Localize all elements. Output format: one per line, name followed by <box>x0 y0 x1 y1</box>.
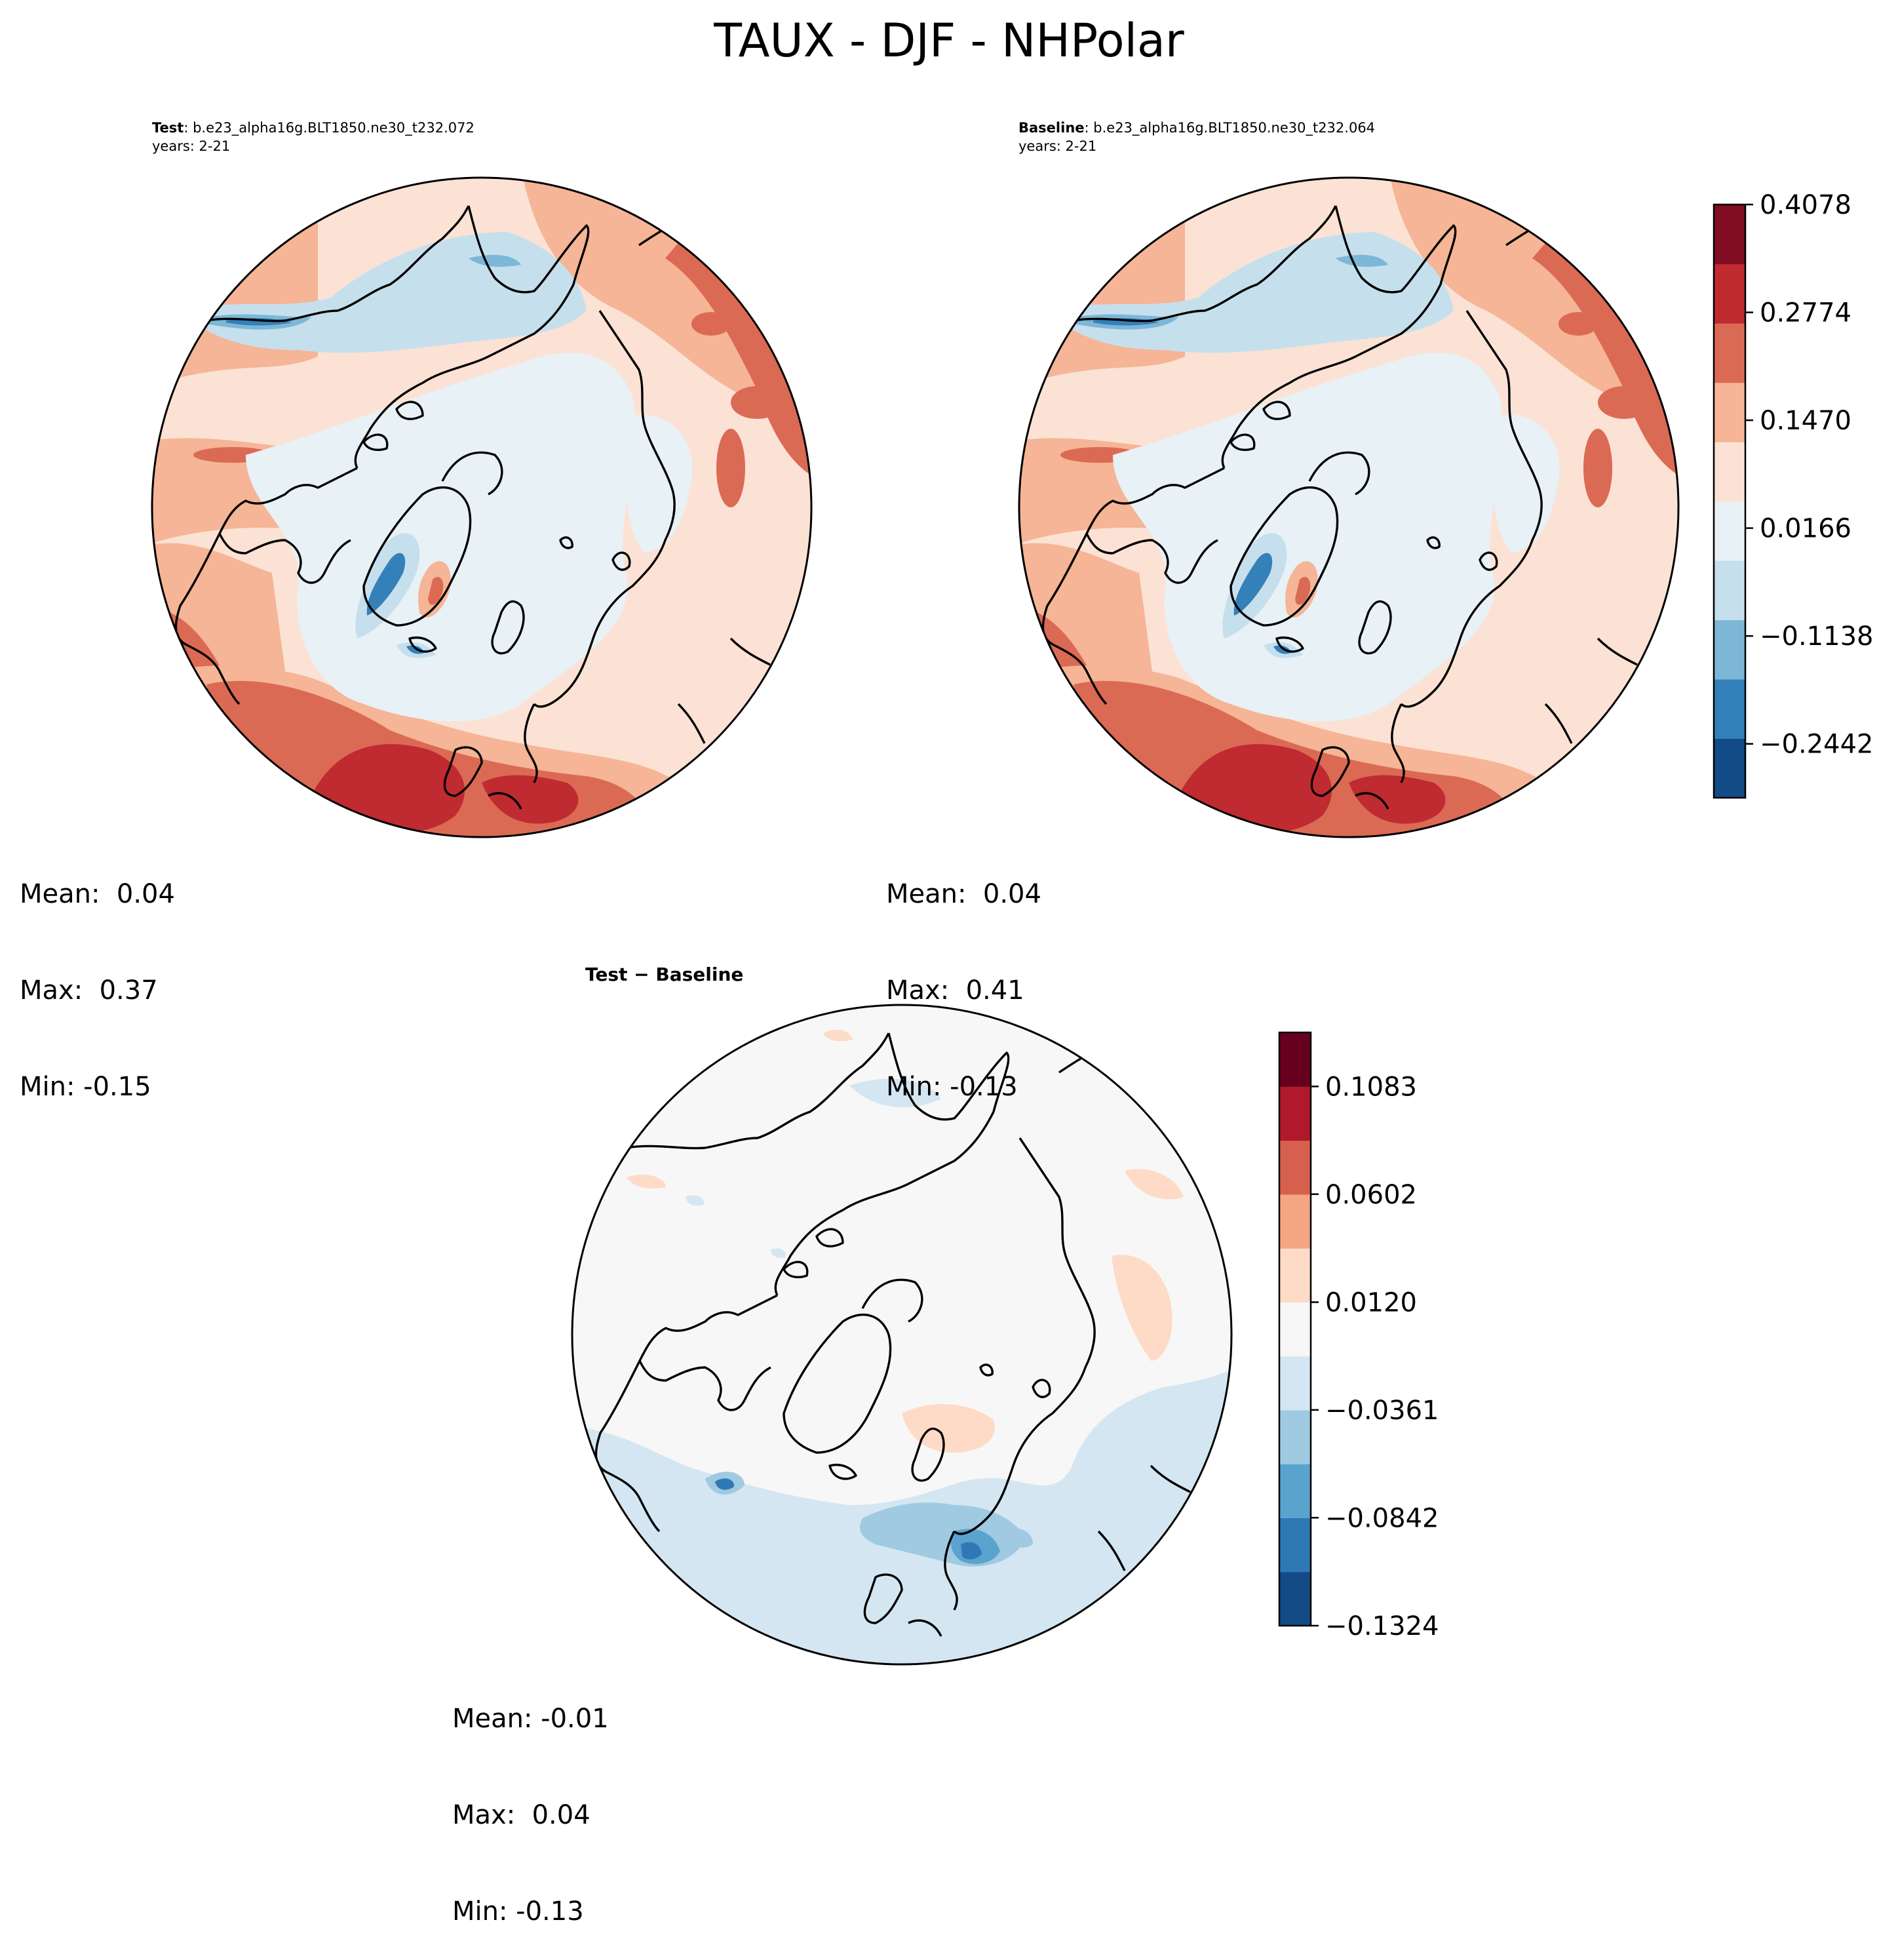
figure: TAUX - DJF - NHPolar −0.2442 −0.1138 0.016… <box>151 14 1873 1666</box>
diff-colorbar-segment <box>1279 1356 1311 1411</box>
baseline-label: Baseline <box>1018 120 1085 136</box>
main-colorbar-segment <box>1714 560 1745 621</box>
baseline-map <box>1018 176 1680 838</box>
test-case: : b.e23_alpha16g.BLT1850.ne30_t232.072 <box>184 120 474 136</box>
diff-mean: Mean: -0.01 <box>452 1704 609 1734</box>
main-colorbar-segment <box>1714 501 1745 561</box>
main-colorbar-tick-label: 0.2774 <box>1760 298 1851 328</box>
diff-colorbar-segment <box>1279 1248 1311 1303</box>
test-stats: Mean: 0.04 Max: 0.37 Min: -0.15 <box>20 814 175 1135</box>
baseline-years: years: 2-21 <box>1018 138 1097 154</box>
diff-colorbar-segment <box>1279 1086 1311 1141</box>
diff-max: Max: 0.04 <box>452 1800 591 1830</box>
baseline-min: Min: -0.13 <box>886 1072 1018 1102</box>
diff-colorbar-segment <box>1279 1518 1311 1573</box>
test-label: Test <box>152 120 184 136</box>
test-years: years: 2-21 <box>152 138 231 154</box>
diff-colorbar-segment <box>1279 1571 1311 1626</box>
baseline-map-boundary <box>1018 176 1680 838</box>
test-title: Test: b.e23_alpha16g.BLT1850.ne30_t232.0… <box>152 119 474 155</box>
baseline-mean: Mean: 0.04 <box>886 879 1041 909</box>
diff-colorbar-segment <box>1279 1032 1311 1087</box>
diff-map <box>571 1004 1233 1666</box>
main-colorbar-tick-label: 0.0166 <box>1760 514 1851 544</box>
diff-colorbar-segment <box>1279 1194 1311 1249</box>
main-colorbar-segment <box>1714 205 1745 265</box>
diff-colorbar-segment <box>1279 1140 1311 1195</box>
baseline-stats: Mean: 0.04 Max: 0.41 Min: -0.13 <box>886 814 1041 1135</box>
baseline-case: : b.e23_alpha16g.BLT1850.ne30_t232.064 <box>1084 120 1376 136</box>
diff-colorbar-segment <box>1279 1409 1311 1464</box>
test-map-boundary <box>151 176 813 838</box>
main-colorbar-segment <box>1714 382 1745 442</box>
figure-title: TAUX - DJF - NHPolar <box>714 14 1184 68</box>
main-colorbar-tick-label: 0.4078 <box>1760 190 1851 220</box>
diff-colorbar-tick-label: −0.1324 <box>1325 1611 1439 1641</box>
diff-colorbar-tick-label: −0.0361 <box>1325 1396 1439 1426</box>
diff-colorbar-frame <box>1278 1031 1312 1627</box>
diff-map-boundary <box>571 1004 1233 1666</box>
diff-colorbar-segment <box>1279 1302 1311 1357</box>
main-colorbar: −0.2442 −0.1138 0.0166 0.1470 0.2774 0.4078 <box>1713 190 1873 799</box>
diff-colorbar: −0.1324 −0.0842 −0.0361 0.0120 0.0602 0.1083 <box>1278 1031 1439 1641</box>
main-colorbar-segment <box>1714 738 1745 798</box>
diff-stats: Mean: -0.01 Max: 0.04 Min: -0.13 <box>452 1639 609 1960</box>
main-colorbar-segment <box>1714 619 1745 680</box>
diff-title: Test − Baseline <box>585 964 744 985</box>
main-colorbar-segment <box>1714 679 1745 739</box>
diff-min: Min: -0.13 <box>452 1896 584 1927</box>
main-colorbar-segment <box>1714 442 1745 502</box>
diff-colorbar-tick-label: 0.0120 <box>1325 1287 1417 1318</box>
diff-colorbar-tick-label: 0.0602 <box>1325 1180 1417 1210</box>
diff-colorbar-tick-label: 0.1083 <box>1325 1072 1417 1102</box>
main-colorbar-segment <box>1714 323 1745 383</box>
baseline-max: Max: 0.41 <box>886 975 1024 1006</box>
test-map <box>151 176 813 838</box>
main-colorbar-segment <box>1714 264 1745 324</box>
test-max: Max: 0.37 <box>20 975 158 1006</box>
main-colorbar-tick-label: −0.1138 <box>1760 621 1873 652</box>
main-colorbar-tick-label: 0.1470 <box>1760 406 1851 436</box>
baseline-title: Baseline: b.e23_alpha16g.BLT1850.ne30_t2… <box>1018 119 1375 155</box>
diff-colorbar-tick-label: −0.0842 <box>1325 1503 1439 1533</box>
test-min: Min: -0.15 <box>20 1072 151 1102</box>
test-mean: Mean: 0.04 <box>20 879 175 909</box>
main-colorbar-tick-label: −0.2442 <box>1760 730 1873 760</box>
diff-colorbar-segment <box>1279 1464 1311 1519</box>
main-colorbar-frame <box>1713 203 1747 799</box>
